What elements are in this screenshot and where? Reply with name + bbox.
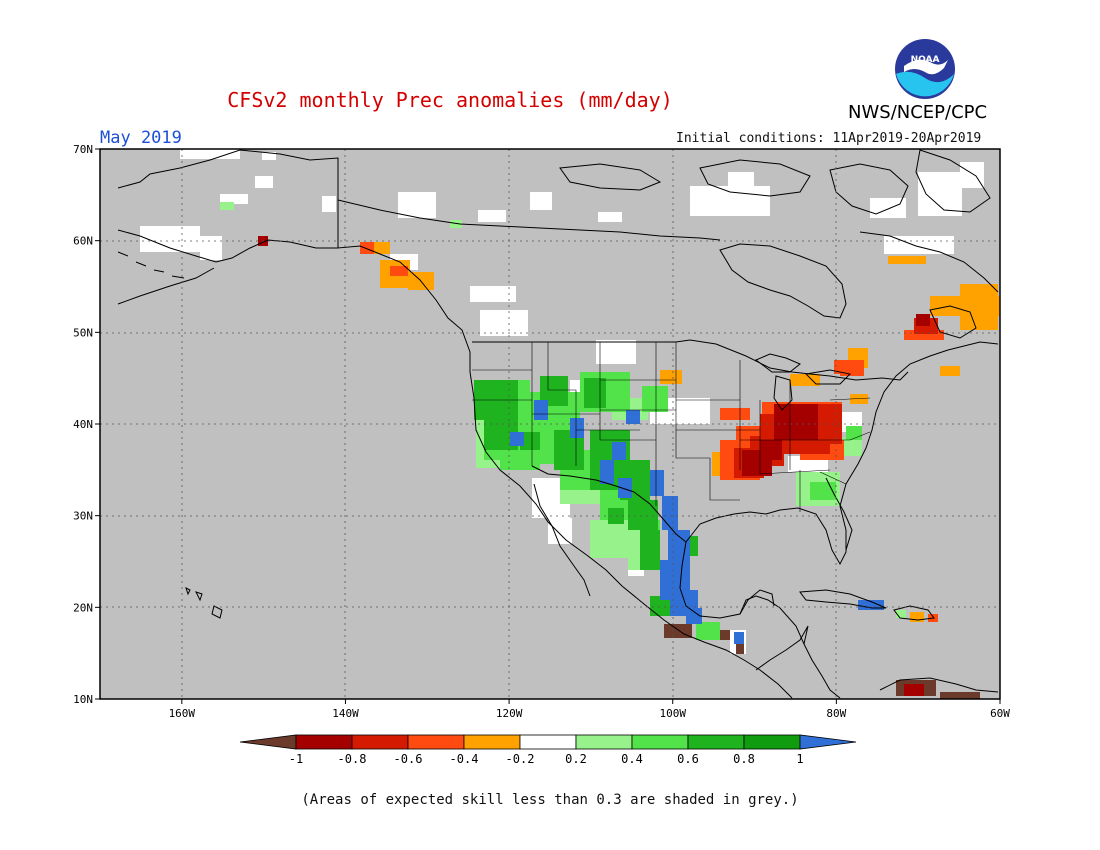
colorbar-swatch: [519, 734, 577, 750]
axis-ticks: 160W 140W 120W 100W 80W 60W 70N 60N 50N 40N 30N 20N…: [73, 143, 1010, 720]
chart-title: CFSv2 monthly Prec anomalies (mm/day): [227, 88, 673, 112]
colorbar-label: 0.2: [565, 752, 587, 766]
anomaly-cells: [117, 149, 1000, 699]
colorbar-label: -0.8: [338, 752, 367, 766]
colorbar-label: 0.6: [677, 752, 699, 766]
colorbar-label: -0.6: [394, 752, 423, 766]
lat-tick-label: 60N: [73, 235, 93, 248]
colorbar-label: 1: [796, 752, 803, 766]
colorbar-swatch: [463, 734, 521, 750]
colorbar: -1 -0.8 -0.6 -0.4 -0.2 0.2 0.4 0.6 0.8 1: [239, 734, 857, 766]
lon-tick-label: 80W: [826, 707, 846, 720]
colorbar-swatch: [575, 734, 633, 750]
colorbar-high-arrow: [799, 734, 857, 750]
lon-tick-label: 140W: [332, 707, 359, 720]
noaa-logo: NOAA: [895, 39, 955, 99]
forecast-month: May 2019: [100, 128, 182, 148]
lat-tick-label: 40N: [73, 418, 93, 431]
colorbar-label: -0.2: [506, 752, 535, 766]
lon-tick-label: 120W: [496, 707, 523, 720]
lat-tick-label: 50N: [73, 326, 93, 339]
lat-tick-label: 20N: [73, 601, 93, 614]
skill-footnote: (Areas of expected skill less than 0.3 a…: [301, 792, 799, 808]
lon-tick-label: 160W: [169, 707, 196, 720]
lat-tick-label: 30N: [73, 510, 93, 523]
lon-tick-label: 100W: [659, 707, 686, 720]
grid-lines: [100, 149, 1000, 699]
colorbar-label: 0.4: [621, 752, 643, 766]
org-label: NWS/NCEP/CPC: [848, 102, 988, 123]
colorbar-swatch: [351, 734, 409, 750]
svg-text:NOAA: NOAA: [911, 55, 940, 65]
colorbar-label: 0.8: [733, 752, 755, 766]
colorbar-swatch: [743, 734, 801, 750]
lat-tick-label: 70N: [73, 143, 93, 156]
colorbar-swatch: [687, 734, 745, 750]
colorbar-label: -1: [289, 752, 303, 766]
colorbar-label: -0.4: [450, 752, 479, 766]
colorbar-swatch: [407, 734, 465, 750]
colorbar-low-arrow: [239, 734, 297, 750]
lon-tick-label: 60W: [990, 707, 1010, 720]
colorbar-swatch: [295, 734, 353, 750]
initial-conditions: Initial conditions: 11Apr2019-20Apr2019: [676, 131, 982, 146]
lat-tick-label: 10N: [73, 693, 93, 706]
colorbar-swatch: [631, 734, 689, 750]
